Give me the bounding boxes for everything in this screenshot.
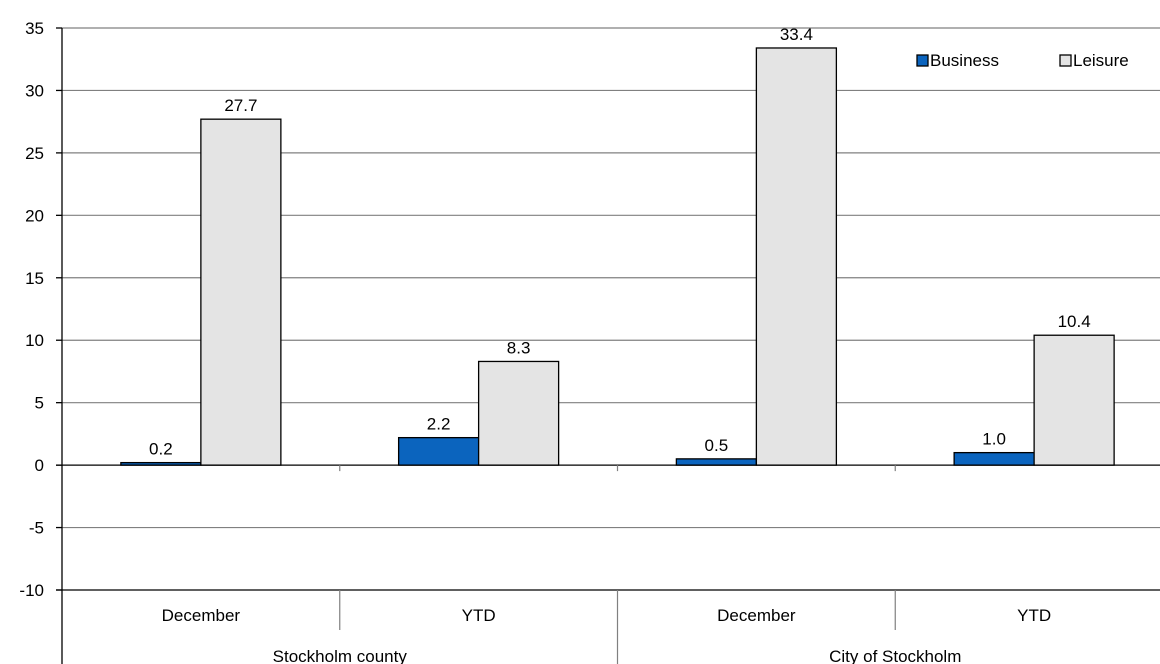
y-tick-label: -10 bbox=[19, 581, 44, 600]
group-label: Stockholm county bbox=[273, 647, 408, 664]
y-tick-label: 0 bbox=[35, 456, 44, 475]
bar-business-2 bbox=[675, 458, 758, 466]
bar-leisure-2 bbox=[755, 47, 838, 466]
bar-leisure-0 bbox=[200, 118, 282, 466]
bar-leisure-1 bbox=[477, 360, 560, 466]
y-tick-label: 15 bbox=[25, 269, 44, 288]
data-labels: 0.2 2.2 0.5 1.0 27.7 8.3 33.4 10.4 bbox=[149, 25, 1091, 459]
legend-label-leisure: Leisure bbox=[1073, 51, 1129, 70]
legend: Business Leisure bbox=[916, 51, 1129, 70]
legend-swatch-business bbox=[916, 54, 929, 67]
category-label: December bbox=[162, 606, 241, 625]
bar-business-3 bbox=[953, 451, 1035, 466]
y-tick-labels: -10 -5 0 5 10 15 20 25 30 35 bbox=[19, 19, 44, 600]
legend-swatch-leisure bbox=[1059, 54, 1072, 67]
data-label-leisure-3: 10.4 bbox=[1058, 312, 1091, 331]
data-label-leisure-0: 27.7 bbox=[224, 96, 257, 115]
y-tick-label: 5 bbox=[35, 394, 44, 413]
data-label-business-3: 1.0 bbox=[982, 430, 1006, 449]
x-axis-categories: December YTD December YTD Stockholm county Ci… bbox=[162, 590, 1051, 664]
bar-leisure-3 bbox=[1033, 334, 1115, 466]
data-label-business-1: 2.2 bbox=[427, 415, 451, 434]
data-label-leisure-1: 8.3 bbox=[507, 338, 531, 357]
category-label: YTD bbox=[462, 606, 496, 625]
group-label: City of Stockholm bbox=[829, 647, 961, 664]
data-label-business-2: 0.5 bbox=[705, 436, 729, 455]
data-label-leisure-2: 33.4 bbox=[780, 25, 813, 44]
bar-business-1 bbox=[397, 436, 480, 466]
y-tick-label: 20 bbox=[25, 206, 44, 225]
data-label-business-0: 0.2 bbox=[149, 440, 173, 459]
category-label: YTD bbox=[1017, 606, 1051, 625]
y-tick-label: 30 bbox=[25, 81, 44, 100]
axes bbox=[56, 27, 1160, 664]
y-tick-label: 35 bbox=[25, 19, 44, 38]
y-tick-label: 25 bbox=[25, 144, 44, 163]
y-tick-label: -5 bbox=[29, 519, 44, 538]
y-tick-label: 10 bbox=[25, 331, 44, 350]
category-label: December bbox=[717, 606, 796, 625]
legend-label-business: Business bbox=[930, 51, 999, 70]
